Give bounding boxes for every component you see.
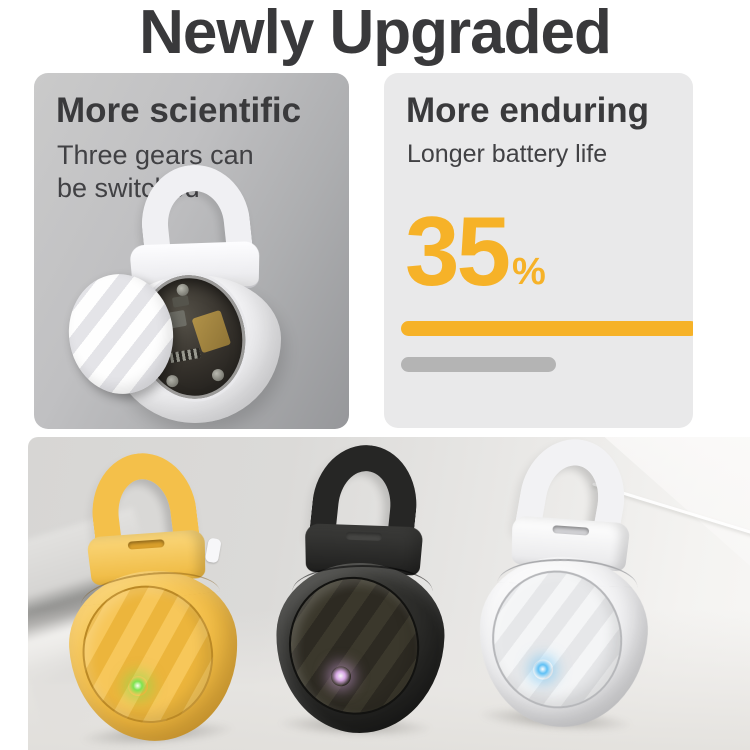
card-subtitle: Three gears can be switched xyxy=(57,140,254,203)
tracker-body xyxy=(64,565,244,747)
tracker-white xyxy=(467,437,667,737)
stat-unit: % xyxy=(512,251,546,293)
progress-bar-secondary xyxy=(401,357,556,372)
card-title: More scientific xyxy=(56,91,302,130)
side-tag xyxy=(204,537,222,564)
stat-value: 35 xyxy=(405,196,511,306)
pcb-chip xyxy=(191,309,232,354)
card-title: More enduring xyxy=(406,91,650,130)
card-more-enduring: More enduring Longer battery life 35 % xyxy=(384,73,693,428)
card-more-scientific: More scientific Three gears can be switc… xyxy=(34,73,349,429)
collar-slot xyxy=(345,531,383,541)
screw xyxy=(175,282,190,297)
battery-stat: 35 % xyxy=(405,196,546,306)
tracker-body xyxy=(273,560,447,736)
tracker-body xyxy=(473,551,653,733)
tracker-yellow xyxy=(50,447,250,750)
pcb-connector-pads xyxy=(169,347,201,364)
product-photo xyxy=(28,437,750,750)
opened-tracker-photo xyxy=(62,159,309,429)
screw xyxy=(211,368,225,383)
pcb-chip xyxy=(171,295,190,308)
progress-bar-primary xyxy=(401,321,693,336)
collar-slot xyxy=(552,525,590,536)
card-subtitle: Longer battery life xyxy=(407,140,608,168)
screw xyxy=(165,374,180,389)
collar-slot xyxy=(127,539,165,550)
page-title: Newly Upgraded xyxy=(139,0,612,67)
tracker-black xyxy=(267,439,457,740)
